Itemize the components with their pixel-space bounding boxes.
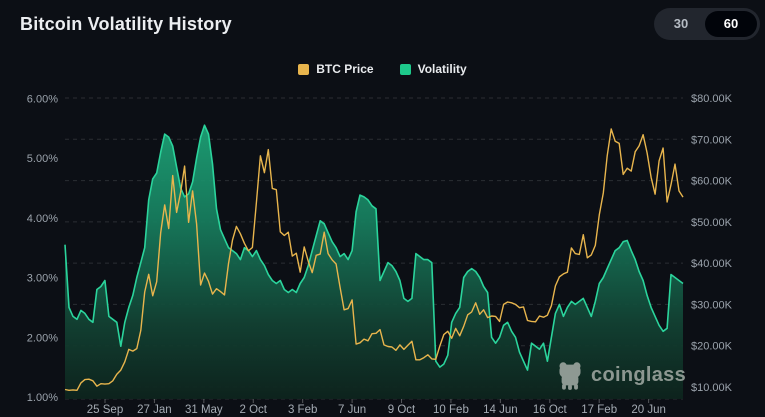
y-axis-left-label: 1.00%	[27, 392, 58, 404]
x-axis-label: 10 Feb	[433, 404, 469, 416]
x-axis-label: 9 Oct	[388, 404, 416, 416]
volatility-area	[65, 125, 683, 399]
y-axis-left-label: 6.00%	[27, 93, 58, 105]
range-option-30[interactable]: 30	[673, 16, 689, 31]
chart-legend: BTC Price Volatility	[0, 62, 765, 76]
y-axis-left-label: 5.00%	[27, 153, 58, 165]
y-axis-right-label: $80.00K	[691, 93, 733, 105]
x-axis-label: 31 May	[185, 404, 223, 416]
y-axis-right-label: $20.00K	[691, 341, 733, 353]
legend-item-btc-price[interactable]: BTC Price	[298, 62, 374, 76]
x-axis-label: 7 Jun	[338, 404, 366, 416]
x-axis-label: 27 Jan	[137, 404, 172, 416]
volatility-swatch-icon	[399, 63, 411, 75]
x-axis-label: 20 Jun	[631, 404, 666, 416]
x-axis-label: 14 Jun	[483, 404, 518, 416]
x-axis-label: 17 Feb	[581, 404, 617, 416]
y-axis-right-label: $70.00K	[691, 134, 733, 146]
x-axis-label: 3 Feb	[288, 404, 317, 416]
range-option-60[interactable]: 60	[705, 11, 757, 37]
x-axis-label: 16 Oct	[533, 404, 568, 416]
y-axis-left-label: 3.00%	[27, 273, 58, 285]
y-axis-right-label: $30.00K	[691, 299, 733, 311]
y-axis-left-label: 2.00%	[27, 332, 58, 344]
btc-price-swatch-icon	[298, 63, 310, 75]
x-axis-label: 25 Sep	[87, 404, 123, 416]
y-axis-left-label: 4.00%	[27, 213, 58, 225]
page-title: Bitcoin Volatility History	[20, 14, 232, 34]
btc-price-line	[64, 128, 684, 391]
legend-item-volatility[interactable]: Volatility	[399, 62, 467, 76]
coinglass-bear-icon	[559, 362, 581, 390]
watermark: coinglass	[557, 361, 686, 390]
y-axis-right-label: $60.00K	[691, 176, 733, 188]
x-axis-label: 2 Oct	[240, 404, 268, 416]
watermark-text: coinglass	[591, 364, 686, 386]
y-axis-right-label: $40.00K	[691, 258, 733, 270]
legend-label-volatility: Volatility	[417, 62, 467, 76]
y-axis-right-label: $10.00K	[691, 382, 733, 394]
legend-label-btc-price: BTC Price	[316, 62, 374, 76]
range-toggle: 30 60	[654, 8, 760, 40]
y-axis-right-label: $50.00K	[691, 217, 733, 229]
volatility-line	[64, 124, 684, 371]
